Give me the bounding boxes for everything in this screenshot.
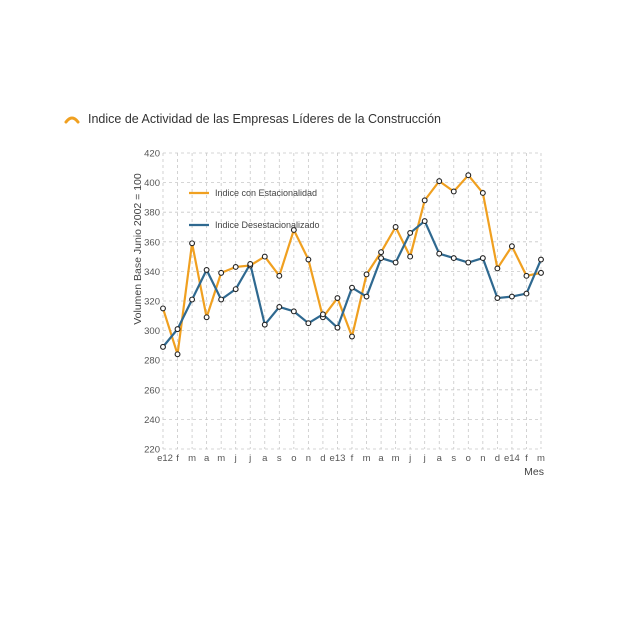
y-tick-label-6: 340 xyxy=(144,267,160,278)
x-tick-label-8: s xyxy=(277,453,282,464)
series-0-point-13 xyxy=(349,333,355,340)
series-0-point-0 xyxy=(160,305,166,312)
y-tick-label-7: 360 xyxy=(144,237,160,248)
series-0-point-1 xyxy=(174,351,181,358)
series-0-point-7 xyxy=(261,253,268,260)
series-0-point-10 xyxy=(305,256,312,263)
x-tick-label-19: a xyxy=(437,453,443,464)
series-1-point-24 xyxy=(508,293,515,300)
y-tick-label-2: 260 xyxy=(144,385,160,396)
y-tick-label-4: 300 xyxy=(144,326,160,337)
x-tick-label-6: j xyxy=(248,453,251,464)
series-0-point-15 xyxy=(378,249,385,256)
legend-label-1: Indice Desestacionalizado xyxy=(215,220,320,230)
x-tick-label-1: f xyxy=(176,453,179,464)
series-0-point-14 xyxy=(363,271,370,278)
series-0-point-19 xyxy=(436,178,443,185)
x-tick-label-5: j xyxy=(234,453,237,464)
legend-label-0: Indice con Estacionalidad xyxy=(215,188,317,198)
x-tick-label-24: e14 xyxy=(504,453,520,464)
series-0-point-25 xyxy=(523,272,530,279)
series-0-point-26 xyxy=(538,269,544,276)
series-1-point-7 xyxy=(261,321,268,328)
series-1-point-9 xyxy=(290,308,297,315)
y-axis-title: Volumen Base Junio 2002 = 100 xyxy=(132,173,144,325)
series-1-point-5 xyxy=(232,286,239,293)
chart-title: Indice de Actividad de las Empresas Líde… xyxy=(88,112,441,126)
x-tick-label-26: m xyxy=(537,453,545,464)
series-1-point-3 xyxy=(203,266,210,273)
series-0-point-2 xyxy=(189,240,196,247)
series-1-point-26 xyxy=(538,256,544,263)
series-1-point-25 xyxy=(523,290,530,297)
x-tick-label-0: e12 xyxy=(157,453,173,464)
arc-icon xyxy=(64,116,80,124)
series-1-point-14 xyxy=(363,293,370,300)
x-tick-label-21: o xyxy=(466,453,471,464)
y-tick-label-0: 220 xyxy=(144,445,160,456)
y-tick-label-5: 320 xyxy=(144,297,160,308)
series-0-point-23 xyxy=(494,265,501,272)
series-1-point-11 xyxy=(319,311,326,318)
series-1-point-10 xyxy=(305,320,312,327)
series-0-point-20 xyxy=(450,188,457,195)
y-tick-label-10: 420 xyxy=(144,149,160,160)
series-1-point-20 xyxy=(450,255,457,262)
x-tick-label-7: a xyxy=(262,453,268,464)
x-tick-label-15: a xyxy=(378,453,384,464)
series-1-point-12 xyxy=(334,324,341,331)
series-0-point-16 xyxy=(392,224,399,230)
series-1-point-13 xyxy=(349,284,355,291)
x-tick-label-12: e13 xyxy=(330,453,346,464)
series-0-point-5 xyxy=(232,264,239,270)
x-tick-label-11: d xyxy=(320,453,325,464)
series-1-point-0 xyxy=(160,343,166,350)
series-1-point-19 xyxy=(436,250,443,257)
series-0-point-8 xyxy=(276,272,283,279)
series-1-point-2 xyxy=(189,296,196,303)
x-tick-label-16: m xyxy=(392,453,400,464)
y-tick-label-9: 400 xyxy=(144,178,160,189)
x-tick-label-25: f xyxy=(525,453,528,464)
series-1-point-22 xyxy=(479,255,486,262)
series-0-point-3 xyxy=(203,314,210,321)
x-tick-label-17: j xyxy=(408,453,411,464)
series-0-point-22 xyxy=(479,190,486,196)
x-tick-label-23: d xyxy=(495,453,500,464)
x-tick-label-2: m xyxy=(188,453,196,464)
chart-title-row: Indice de Actividad de las Empresas Líde… xyxy=(64,112,441,126)
y-tick-label-3: 280 xyxy=(144,356,160,367)
y-tick-label-1: 240 xyxy=(144,415,160,426)
series-1-point-8 xyxy=(276,303,283,310)
x-tick-label-14: m xyxy=(363,453,371,464)
series-1-point-4 xyxy=(218,296,225,303)
x-tick-label-13: f xyxy=(351,453,354,464)
x-tick-label-4: m xyxy=(217,453,225,464)
x-tick-label-10: n xyxy=(306,453,311,464)
series-0-point-12 xyxy=(334,295,341,301)
series-1-point-15 xyxy=(378,255,385,262)
series-1-point-16 xyxy=(392,259,399,266)
series-1-point-21 xyxy=(465,259,472,266)
series-1-point-17 xyxy=(407,229,414,236)
x-axis-title: Mes xyxy=(524,466,544,478)
series-0-point-24 xyxy=(508,243,515,250)
x-tick-label-3: a xyxy=(204,453,210,464)
series-1-point-6 xyxy=(247,261,254,267)
x-tick-label-9: o xyxy=(291,453,296,464)
series-0-point-9 xyxy=(290,227,297,233)
series-0-point-17 xyxy=(407,253,414,260)
series-1-point-18 xyxy=(421,218,428,225)
series-0-point-4 xyxy=(218,269,225,276)
x-tick-label-18: j xyxy=(423,453,426,464)
x-tick-label-20: s xyxy=(451,453,456,464)
y-tick-label-8: 380 xyxy=(144,208,160,219)
series-1-point-23 xyxy=(494,295,501,301)
series-0-point-21 xyxy=(465,172,472,179)
series-1-point-1 xyxy=(174,326,181,333)
series-0-point-18 xyxy=(421,197,428,204)
x-tick-label-22: n xyxy=(480,453,485,464)
